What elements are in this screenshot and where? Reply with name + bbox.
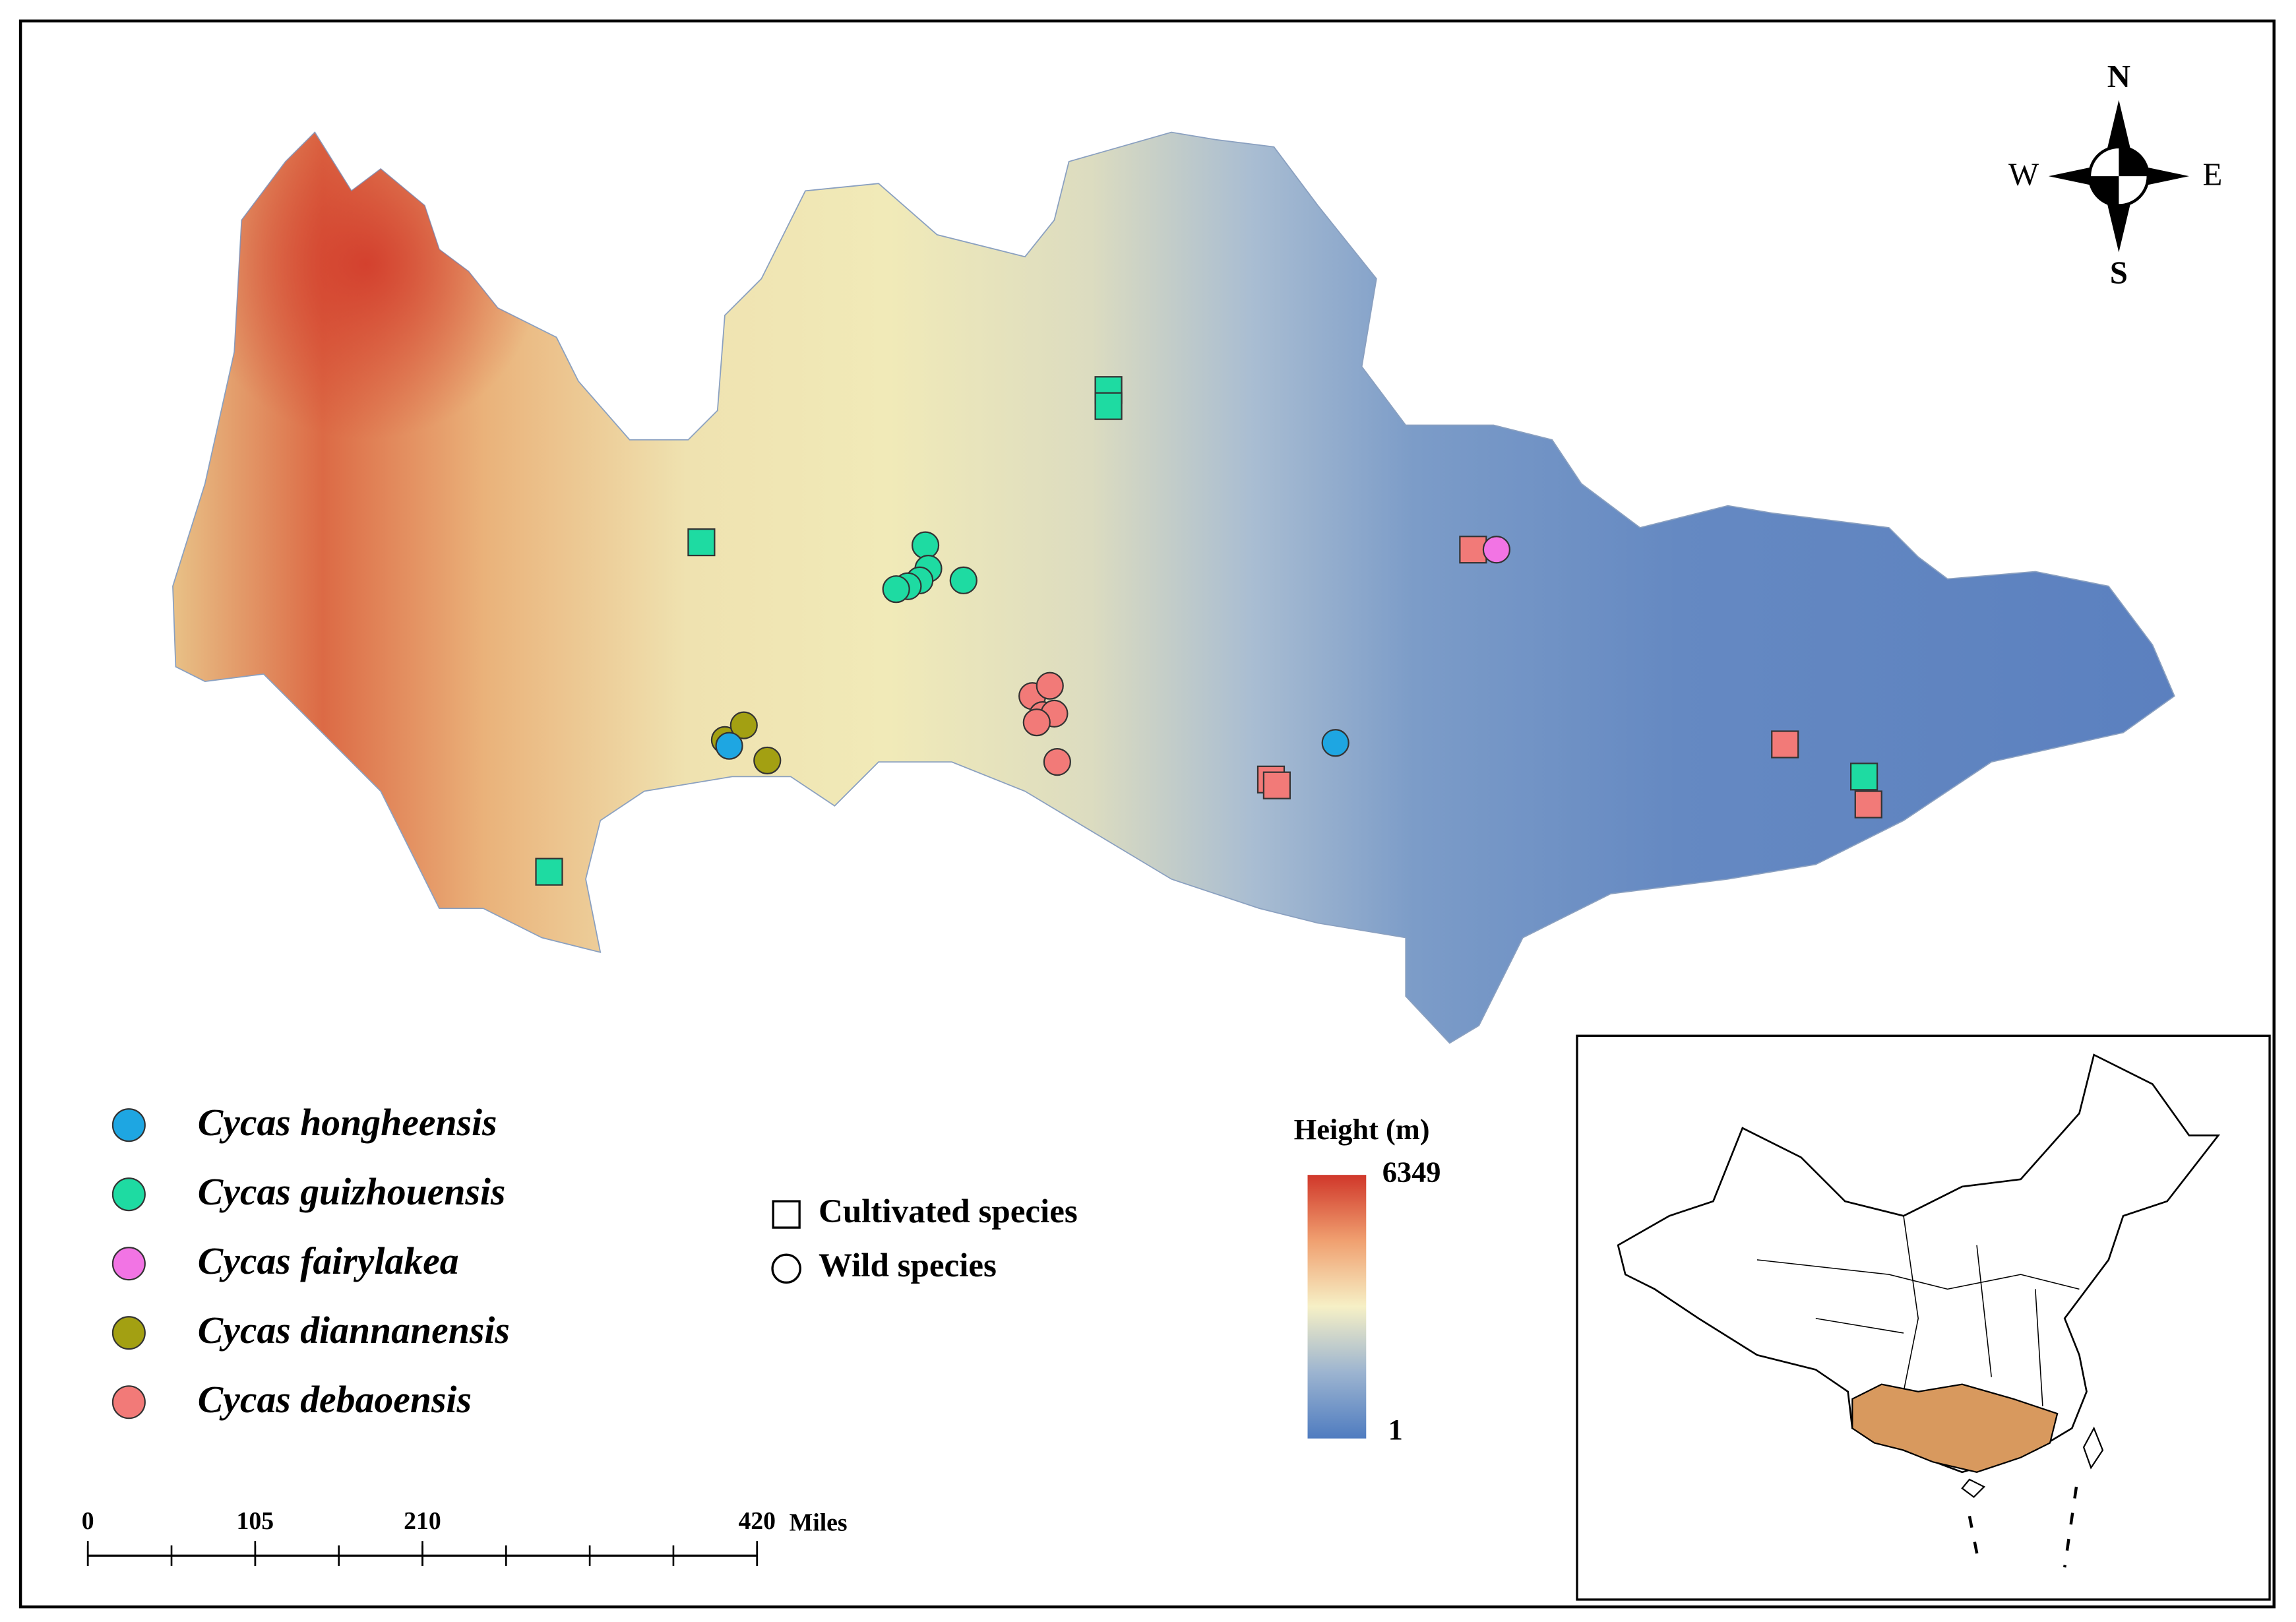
inset-map xyxy=(1576,1034,2271,1601)
legend-swatch xyxy=(111,1247,146,1281)
highland-shading xyxy=(172,132,689,689)
scale-unit: Miles xyxy=(790,1509,848,1536)
cultivated-site xyxy=(1262,771,1291,799)
wild-site xyxy=(882,575,910,604)
legend-label: Cycas debaoensis xyxy=(198,1379,472,1421)
colorbar-title: Height (m) xyxy=(1294,1113,1430,1146)
legend-label: Cycas hongheensis xyxy=(198,1102,497,1144)
cultivated-site xyxy=(1850,763,1878,791)
wild-site xyxy=(1022,708,1051,737)
symbol-legend: Cultivated species Wild species xyxy=(771,1193,1078,1284)
scale-tick-label: 0 xyxy=(82,1507,94,1535)
colorbar-min: 1 xyxy=(1388,1413,1403,1446)
cultivated-site xyxy=(687,528,716,557)
legend-label: Cycas guizhouensis xyxy=(198,1171,506,1213)
wild-site xyxy=(729,711,758,739)
compass-south: S xyxy=(2110,254,2128,290)
circle-symbol xyxy=(771,1253,801,1284)
compass-north: N xyxy=(2107,58,2130,94)
colorbar: Height (m) 6349 1 xyxy=(1294,1113,1441,1446)
scale-tick-label: 420 xyxy=(738,1507,776,1535)
colorbar-max: 6349 xyxy=(1382,1155,1441,1188)
species-legend: Cycas hongheensis Cycas guizhouensis Cycas… xyxy=(111,1102,510,1421)
scale-tick-label: 210 xyxy=(404,1507,441,1535)
legend-label: Cycas diannanensis xyxy=(198,1310,510,1352)
legend-label: Cycas fairylakea xyxy=(198,1241,459,1282)
square-symbol xyxy=(772,1200,801,1229)
wild-site xyxy=(1482,536,1510,564)
compass: N S E W xyxy=(2008,58,2222,290)
wild-site xyxy=(1043,748,1071,776)
legend-swatch xyxy=(111,1385,146,1419)
wild-site xyxy=(911,531,940,559)
compass-east: E xyxy=(2203,156,2223,193)
legend-swatch xyxy=(111,1108,146,1142)
wild-site xyxy=(715,732,743,760)
wild-site xyxy=(1321,729,1350,757)
wild-site xyxy=(1036,671,1064,700)
scale-tick-label: 105 xyxy=(237,1507,274,1535)
wild-site xyxy=(753,746,782,774)
cultivated-site xyxy=(535,858,563,886)
site-markers xyxy=(535,376,1882,886)
scale-bar: 0 105 210 420 Miles xyxy=(82,1507,848,1566)
legend-swatch xyxy=(111,1177,146,1212)
cultivated-site xyxy=(1854,790,1882,819)
cultivated-site xyxy=(1459,536,1487,564)
colorbar-ramp xyxy=(1307,1175,1367,1439)
compass-west: W xyxy=(2008,156,2039,193)
wild-site xyxy=(949,566,977,594)
cultivated-site xyxy=(1094,392,1123,420)
cultivated-site xyxy=(1771,730,1799,759)
cultivated-label: Cultivated species xyxy=(819,1193,1078,1230)
wild-label: Wild species xyxy=(819,1247,997,1284)
legend-swatch xyxy=(111,1316,146,1350)
